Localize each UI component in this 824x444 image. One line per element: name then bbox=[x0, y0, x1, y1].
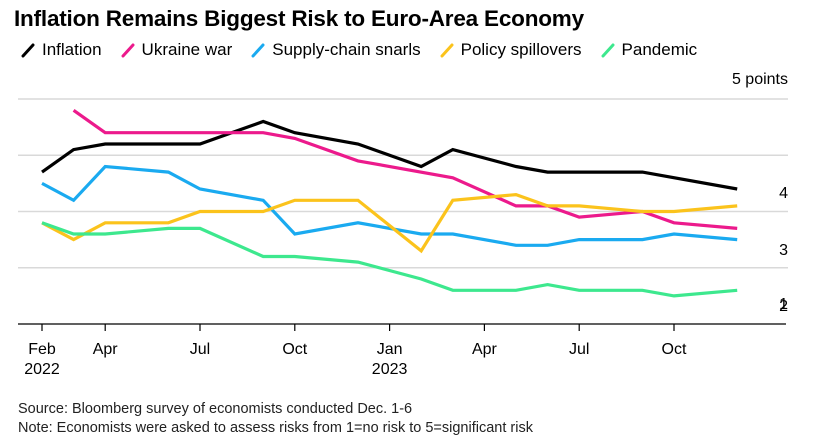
chart-title: Inflation Remains Biggest Risk to Euro-A… bbox=[14, 6, 584, 31]
legend-swatch-supply-chain-snarls bbox=[251, 43, 265, 58]
legend: Inflation Ukraine war Supply-chain snarls P… bbox=[20, 40, 715, 60]
x-tick-label-oct-8: Oct bbox=[282, 341, 308, 358]
series-line-pandemic bbox=[41, 221, 738, 298]
x-tick-label-apr-14: Apr bbox=[471, 341, 497, 358]
legend-label: Ukraine war bbox=[141, 40, 233, 59]
legend-item-supply-chain-snarls: Supply-chain snarls bbox=[250, 40, 421, 60]
legend-label: Pandemic bbox=[621, 40, 698, 59]
legend-swatch-pandemic bbox=[601, 43, 615, 58]
series-line-policy-spillovers bbox=[41, 192, 738, 254]
series-line-ukraine-war bbox=[72, 108, 738, 230]
legend-label: Inflation bbox=[42, 40, 102, 59]
legend-label: Policy spillovers bbox=[460, 40, 582, 59]
legend-item-pandemic: Pandemic bbox=[600, 40, 698, 60]
y-tick-label-2: 2 bbox=[779, 297, 788, 315]
x-tick-year-label: 2023 bbox=[371, 361, 408, 378]
x-tick-label-jul-5: Jul bbox=[189, 341, 211, 358]
series-line-inflation bbox=[41, 119, 738, 191]
legend-swatch-policy-spillovers bbox=[440, 43, 454, 58]
source-note: Source: Bloomberg survey of economists c… bbox=[18, 401, 413, 417]
y-axis-unit-label: 5 points bbox=[731, 71, 788, 88]
y-tick-label-3: 3 bbox=[779, 241, 788, 259]
legend-label: Supply-chain snarls bbox=[272, 40, 421, 59]
legend-item-ukraine-war: Ukraine war bbox=[120, 40, 233, 60]
y-tick-label-4: 4 bbox=[779, 185, 788, 203]
x-tick-label-apr-2: Apr bbox=[92, 341, 118, 358]
methodology-note: Note: Economists were asked to assess ri… bbox=[18, 420, 533, 436]
legend-swatch-inflation bbox=[21, 43, 35, 58]
x-tick-label-feb-0: Feb 2022 bbox=[24, 341, 60, 378]
x-tick-year-label: 2022 bbox=[24, 361, 60, 378]
y-tick-label-1: 1 bbox=[779, 296, 788, 313]
legend-swatch-ukraine-war bbox=[121, 43, 135, 58]
x-tick-label-oct-20: Oct bbox=[661, 341, 687, 358]
series-line-supply-chain-snarls bbox=[41, 164, 738, 247]
legend-item-inflation: Inflation bbox=[20, 40, 102, 60]
x-tick-label-jul-17: Jul bbox=[568, 341, 590, 358]
x-tick-label-jan-11: Jan 2023 bbox=[371, 341, 408, 378]
legend-item-policy-spillovers: Policy spillovers bbox=[439, 40, 582, 60]
